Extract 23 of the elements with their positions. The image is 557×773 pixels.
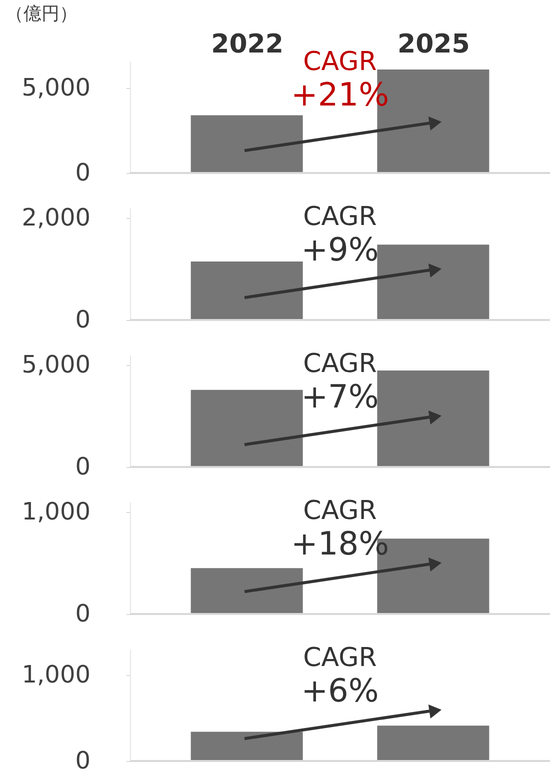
y-tick-label: 0 — [75, 746, 90, 773]
annotation: +6% — [301, 672, 379, 710]
y-tick-label: 0 — [75, 600, 90, 628]
annotation: +21% — [291, 76, 389, 114]
y-tick-label: 5,000 — [22, 350, 90, 379]
annotation: +7% — [301, 378, 379, 416]
x-tick-label: 2022 — [211, 30, 284, 60]
y-tick-label: 0 — [75, 306, 90, 334]
y-axis-title: （億円） — [6, 4, 78, 24]
y-tick-label: 5,000 — [22, 74, 90, 102]
annotation: CAGR — [303, 202, 377, 232]
x-tick-label: 2025 — [397, 30, 470, 60]
y-tick-label: 1,000 — [22, 660, 90, 688]
annotation: CAGR — [303, 46, 377, 77]
y-tick-label: 0 — [75, 452, 90, 480]
y-tick-label: 2,000 — [22, 204, 90, 232]
annotation: CAGR — [303, 496, 377, 526]
annotation: CAGR — [303, 642, 377, 673]
annotation: +18% — [291, 524, 389, 563]
y-tick-label: 0 — [75, 158, 90, 186]
annotation: +9% — [301, 230, 379, 269]
annotation: CAGR — [303, 348, 377, 379]
y-tick-label: 1,000 — [22, 498, 90, 526]
